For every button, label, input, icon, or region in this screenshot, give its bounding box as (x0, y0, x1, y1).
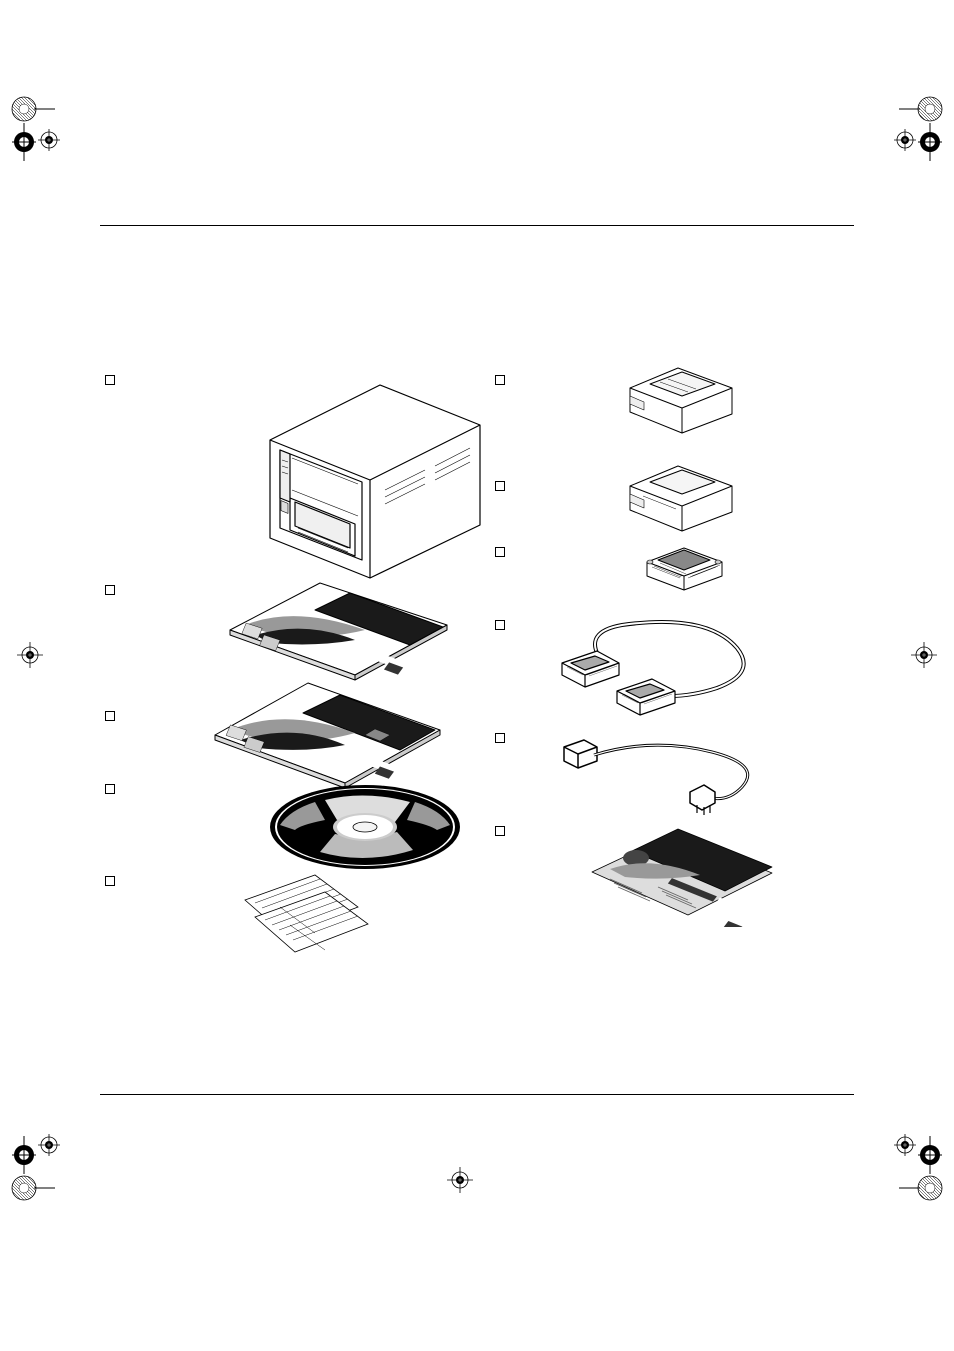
scsi-cable-illustration (547, 613, 757, 733)
reg-mark-mid-left (10, 635, 50, 675)
checkbox-icon (105, 784, 115, 794)
reg-mark-bottom-right (894, 1132, 944, 1202)
checkbox-icon (495, 826, 505, 836)
cartridge-1-illustration (620, 360, 740, 435)
checkbox-cartridge-1 (495, 373, 505, 385)
content-area (100, 225, 854, 1095)
checkbox-icon (105, 876, 115, 886)
checkbox-labels (105, 874, 115, 886)
labels-illustration (230, 865, 380, 960)
checkbox-ref-card (495, 824, 505, 836)
tape-drive-illustration (230, 350, 490, 580)
checkbox-terminator (495, 545, 505, 557)
checkbox-cd-rom (105, 782, 115, 794)
checkbox-icon (105, 375, 115, 385)
footer-rule (100, 1094, 854, 1095)
checkbox-manual-2 (105, 709, 115, 721)
checkbox-manual-1 (105, 583, 115, 595)
cd-illustration (265, 780, 465, 875)
reg-mark-bottom-center (440, 1160, 480, 1200)
reg-mark-bottom-left (10, 1132, 60, 1202)
cartridge-2-illustration (620, 458, 740, 533)
checkbox-icon (105, 585, 115, 595)
checkbox-icon (495, 547, 505, 557)
page (0, 0, 954, 1351)
checkbox-icon (495, 481, 505, 491)
manual-2-illustration (200, 675, 450, 795)
checkbox-power-cord (495, 731, 505, 743)
ref-card-illustration (580, 827, 780, 927)
manual-1-illustration (215, 575, 455, 685)
reg-mark-top-left (10, 95, 60, 165)
header-rule (100, 225, 854, 226)
checkbox-tape-drive (105, 373, 115, 385)
checkbox-icon (495, 733, 505, 743)
checkbox-icon (105, 711, 115, 721)
terminator-illustration (632, 540, 732, 595)
reg-mark-mid-right (904, 635, 944, 675)
checkbox-icon (495, 620, 505, 630)
checkbox-cartridge-2 (495, 479, 505, 491)
power-cord-illustration (552, 727, 772, 817)
reg-mark-top-right (894, 95, 944, 165)
checkbox-icon (495, 375, 505, 385)
checkbox-scsi-cable (495, 618, 505, 630)
